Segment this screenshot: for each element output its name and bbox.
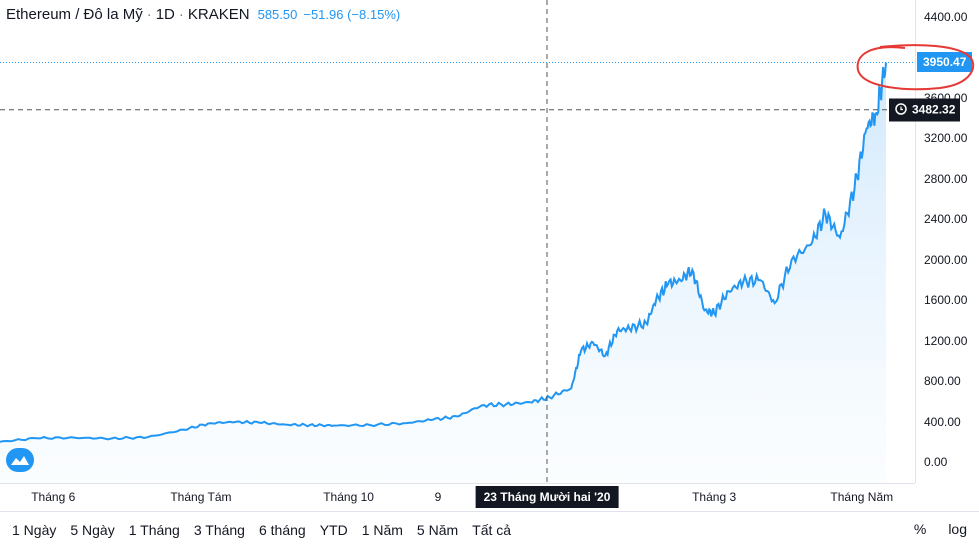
symbol-header: Ethereum / Đô la Mỹ · 1D · KRAKEN 585.50… [6,6,400,28]
x-tick-label: Tháng 3 [692,490,737,504]
range-toolbar: 1 Ngày 5 Ngày 1 Tháng 3 Tháng 6 tháng YTD 1 Nă… [0,511,979,547]
current-price: 585.50 [257,7,298,22]
y-tick-label: 2800.00 [924,171,968,186]
x-tick-label: Tháng 10 [323,490,374,504]
price-line [0,62,887,443]
price-change: −51.96 (−8.15%) [303,7,401,22]
time-axis[interactable]: Tháng Năm Tháng 3 9 Tháng 10 Tháng Tám Tháng … [0,483,915,510]
y-tick-label: 400.00 [924,414,961,429]
last-price-label: 3950.47 [917,52,973,73]
y-tick-label: 2000.00 [924,252,968,267]
price-chart[interactable] [0,0,915,483]
percent-scale-button[interactable]: % [913,521,927,537]
price-area-fill [0,62,886,483]
crosshair-price-label[interactable]: 3482.32 [889,98,961,122]
range-button[interactable]: 6 tháng [258,521,306,538]
scale-options: % log [914,521,967,537]
y-tick-label: 2400.00 [924,212,968,227]
header-separator: · [146,6,152,23]
x-tick-label: Tháng 6 [31,490,76,504]
crosshair-price-value: 3482.32 [912,102,956,117]
y-tick-label: 4400.00 [924,10,968,24]
x-tick-label: Tháng Năm [830,490,894,504]
range-button[interactable]: YTD [319,521,348,538]
y-tick-label: 800.00 [924,374,961,389]
symbol-name[interactable]: Ethereum / Đô la Mỹ [6,6,143,23]
x-tick-label: Tháng Tám [170,490,232,504]
crosshair-date-label: 23 Tháng Mười hai '20 [475,486,619,508]
chart-area[interactable] [0,0,915,483]
header-separator: · [178,6,184,23]
range-button[interactable]: Tất cả [472,521,512,538]
range-button[interactable]: 5 Năm [416,521,459,538]
price-axis[interactable]: 0.00 400.00 800.00 1200.00 1600.00 2000.00 240… [915,0,979,483]
range-button[interactable]: 1 Tháng [128,521,180,538]
y-tick-label: 3200.00 [924,131,968,146]
interval-label[interactable]: 1D [155,6,175,23]
log-scale-button[interactable]: log [948,521,967,537]
range-button[interactable]: 1 Năm [361,521,403,538]
x-tick-label: 9 [434,490,442,504]
range-button[interactable]: 3 Tháng [193,521,245,538]
y-tick-label: 1200.00 [924,333,968,348]
range-button[interactable]: 5 Ngày [70,521,115,538]
y-tick-label: 0.00 [924,455,948,469]
range-button[interactable]: 1 Ngày [12,521,57,538]
tradingview-logo-icon[interactable] [6,448,34,472]
exchange-label: KRAKEN [187,6,250,23]
alarm-clock-icon[interactable] [894,101,908,118]
y-tick-label: 1600.00 [924,293,968,308]
